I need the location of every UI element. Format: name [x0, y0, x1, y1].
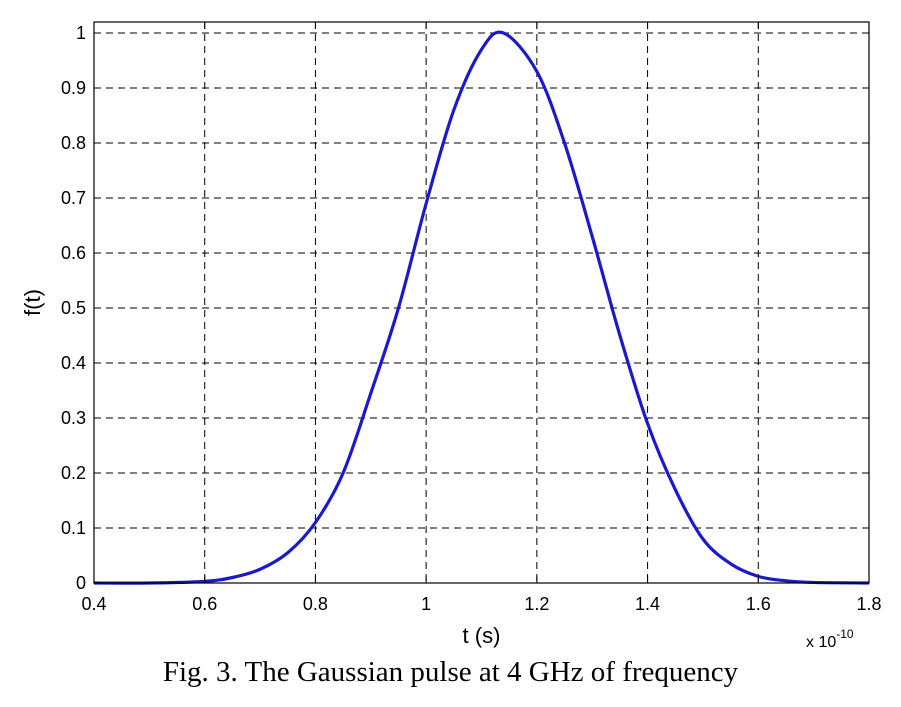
x-tick-label: 1.6: [746, 594, 771, 614]
y-tick-label: 0.3: [61, 408, 86, 428]
x-axis-multiplier-exponent: -10: [836, 627, 854, 641]
y-tick-label: 1: [76, 23, 86, 43]
y-tick-label: 0.2: [61, 463, 86, 483]
x-tick-label: 1: [421, 594, 431, 614]
x-axis-multiplier: x 10-10: [806, 627, 854, 651]
x-tick-label: 1.4: [635, 594, 660, 614]
x-tick-label: 0.4: [81, 594, 106, 614]
x-axis-label: t (s): [463, 623, 501, 648]
y-tick-label: 0.5: [61, 298, 86, 318]
y-tick-label: 0.7: [61, 188, 86, 208]
y-tick-label: 0.1: [61, 518, 86, 538]
figure-caption: Fig. 3. The Gaussian pulse at 4 GHz of f…: [162, 656, 739, 688]
tick-marks: [93, 22, 870, 584]
y-tick-label: 0: [76, 573, 86, 593]
x-tick-label: 1.8: [856, 594, 881, 614]
series-layer: [93, 30, 870, 585]
x-tick-label: 0.8: [303, 594, 328, 614]
x-axis-multiplier-base: x 10: [806, 634, 836, 651]
y-axis-label: f(t): [20, 289, 45, 316]
x-tick-label: 1.2: [524, 594, 549, 614]
grid-lines: [94, 22, 869, 583]
y-tick-label: 0.4: [61, 353, 86, 373]
y-tick-label: 0.8: [61, 133, 86, 153]
x-tick-label: 0.6: [192, 594, 217, 614]
y-tick-label: 0.9: [61, 78, 86, 98]
y-tick-labels: 0 0.1 0.2 0.3 0.4 0.5 0.6 0.7 0.8 0.9 1: [61, 23, 86, 593]
x-tick-labels: 0.4 0.6 0.8 1 1.2 1.4 1.6 1.8: [81, 594, 881, 614]
y-tick-label: 0.6: [61, 243, 86, 263]
series-line: [93, 30, 870, 585]
plot-frame: [93, 21, 870, 584]
